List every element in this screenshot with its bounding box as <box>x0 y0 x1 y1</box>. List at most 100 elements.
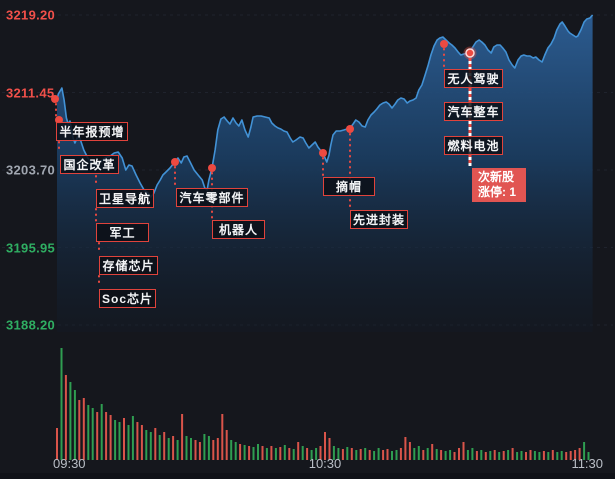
volume-bar <box>458 448 460 460</box>
volume-bar <box>440 450 443 460</box>
volume-bar <box>346 447 349 460</box>
x-axis-label: 09:30 <box>53 456 86 471</box>
volume-bar <box>203 434 206 460</box>
volume-bar <box>484 452 487 460</box>
volume-bar <box>547 452 550 460</box>
volume-bar <box>56 428 58 460</box>
volume-bar <box>176 440 179 460</box>
event-label[interactable]: 军工 <box>96 223 149 242</box>
volume-bar <box>364 448 367 460</box>
volume-bar <box>373 451 376 460</box>
volume-bar <box>131 416 134 460</box>
event-label[interactable]: 机器人 <box>212 220 265 239</box>
volume-bar <box>395 450 398 460</box>
volume-bar <box>574 450 577 460</box>
event-label[interactable]: 存储芯片 <box>99 256 158 275</box>
event-label[interactable]: 摘帽 <box>323 177 375 196</box>
volume-bar <box>435 449 438 460</box>
new-stock-limit-up-flag[interactable]: 次新股 涨停: 1 <box>472 168 526 202</box>
volume-bar <box>105 412 108 460</box>
volume-bar <box>525 452 527 460</box>
volume-bar <box>181 414 184 460</box>
volume-bar <box>60 348 63 460</box>
volume-bar <box>507 450 510 460</box>
volume-bar <box>324 432 326 460</box>
event-label[interactable]: 汽车整车 <box>444 102 503 121</box>
volume-bar <box>315 448 318 460</box>
volume-bar <box>382 450 385 460</box>
event-label[interactable]: 半年报预增 <box>56 122 128 141</box>
volume-bar <box>493 450 496 460</box>
volume-bar <box>96 412 99 460</box>
volume-bar <box>136 422 139 460</box>
event-marker-dot <box>208 164 216 172</box>
volume-bar <box>127 425 130 460</box>
volume-bar <box>426 448 429 460</box>
event-label[interactable]: 先进封装 <box>350 210 408 229</box>
volume-bar <box>194 440 197 460</box>
volume-bar <box>417 446 420 460</box>
volume-bar <box>149 432 152 460</box>
event-label[interactable]: 卫星导航 <box>96 189 154 208</box>
volume-bar <box>265 448 268 460</box>
volume-bar <box>306 448 309 460</box>
y-axis-label: 3195.95 <box>6 240 56 255</box>
volume-bar <box>583 442 586 460</box>
volume-bar <box>337 448 340 460</box>
volume-bar <box>489 451 492 460</box>
bottom-scrollbar[interactable] <box>0 473 615 479</box>
volume-bar <box>444 451 447 460</box>
y-axis-label: 3188.20 <box>6 317 56 333</box>
volume-bar <box>542 451 545 460</box>
volume-bar <box>114 420 117 460</box>
flag-text-line: 次新股 <box>478 170 515 184</box>
flag-text-line: 涨停: 1 <box>478 185 517 199</box>
volume-bar <box>100 404 103 460</box>
event-marker-dot <box>440 40 448 48</box>
volume-bar <box>391 451 393 460</box>
event-label[interactable]: Soc芯片 <box>99 289 156 308</box>
volume-bar <box>234 442 237 460</box>
event-label[interactable]: 国企改革 <box>60 155 119 174</box>
volume-bar <box>578 448 581 460</box>
volume-bar <box>511 448 514 460</box>
volume-bar <box>355 450 358 460</box>
volume-bar <box>413 448 416 460</box>
volume-bar <box>368 450 371 460</box>
volume-bar <box>404 437 407 460</box>
volume-bar <box>292 449 295 460</box>
volume-bar <box>69 382 72 460</box>
event-label[interactable]: 无人驾驶 <box>444 69 503 88</box>
volume-bar <box>431 444 434 460</box>
volume-bar <box>533 451 536 460</box>
volume-bar <box>341 449 344 460</box>
volume-bar <box>565 452 568 460</box>
volume-bar <box>158 435 161 460</box>
volume-bar <box>145 430 148 460</box>
volume-bar <box>172 436 175 460</box>
volume-bar <box>91 408 94 460</box>
event-marker-ring <box>465 48 475 58</box>
volume-bar <box>520 451 523 460</box>
volume-bar <box>163 432 166 460</box>
volume-bar <box>569 451 572 460</box>
volume-bar <box>319 446 322 460</box>
volume-bar <box>216 438 219 460</box>
volume-bar <box>480 450 483 460</box>
y-axis-label: 3211.45 <box>6 85 55 100</box>
volume-bar <box>328 438 331 460</box>
event-label[interactable]: 汽车零部件 <box>176 188 248 207</box>
volume-bar <box>123 418 125 460</box>
volume-bar <box>283 445 286 460</box>
volume-bar <box>167 438 170 460</box>
volume-bar <box>279 447 282 460</box>
volume-bar <box>274 448 277 460</box>
volume-bar <box>221 414 224 460</box>
volume-bar <box>560 451 563 460</box>
volume-bar <box>453 452 456 460</box>
volume-bar <box>297 442 300 460</box>
volume-bar <box>225 430 228 460</box>
event-label[interactable]: 燃料电池 <box>444 136 503 155</box>
volume-bar <box>185 436 188 460</box>
